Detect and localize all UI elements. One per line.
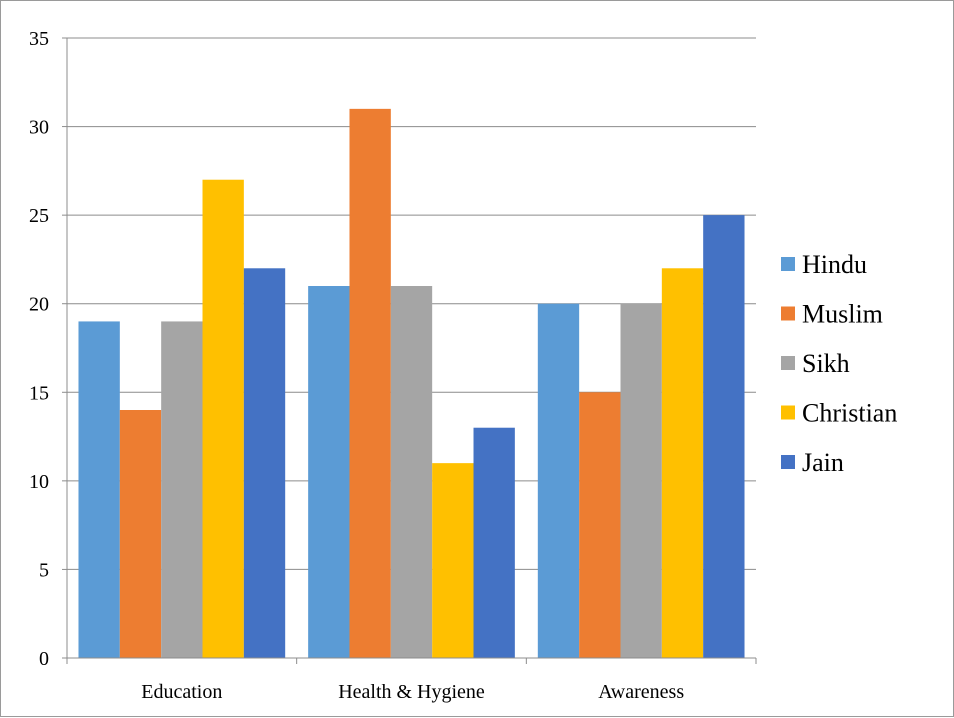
bar-hindu-awareness [537,303,580,658]
x-axis-categories: Education Health & Hygiene Awareness [141,681,684,703]
bar-jain-health-and-hygiene [473,427,515,658]
axes [62,37,757,664]
y-tick-label: 0 [39,648,49,670]
x-category-label: Education [141,681,222,703]
legend-label-sikh: Sikh [802,349,850,378]
legend-swatch-jain [781,455,795,469]
bar-christian-health-and-hygiene [432,463,474,658]
bar-christian-awareness [661,268,704,658]
legend-swatch-muslim [781,306,795,321]
bar-muslim-education [119,410,162,658]
bar-muslim-health-and-hygiene [349,108,391,659]
bars [78,108,745,659]
legend-swatch-hindu [781,257,795,271]
y-axis-ticks: 0 5 10 15 20 25 30 35 [29,28,49,670]
y-tick-label: 20 [29,294,49,316]
y-tick-label: 35 [29,28,49,50]
x-category-label: Awareness [598,681,684,703]
bar-jain-education [243,268,286,658]
bar-sikh-health-and-hygiene [390,286,433,658]
y-tick-label: 30 [29,117,49,139]
y-tick-label: 10 [29,471,49,493]
x-category-label: Health & Hygiene [338,681,485,703]
bar-muslim-awareness [579,392,621,658]
legend-swatch-sikh [781,356,795,370]
legend-label-jain: Jain [802,448,844,477]
legend: Hindu Muslim Sikh Christian Jain [781,250,897,477]
bar-christian-education [202,179,244,658]
y-tick-label: 15 [29,382,49,404]
bar-hindu-health-and-hygiene [308,286,350,658]
bar-sikh-education [161,321,203,658]
legend-swatch-christian [781,405,795,420]
legend-label-muslim: Muslim [802,300,883,329]
y-tick-label: 5 [39,559,49,581]
legend-label-christian: Christian [802,399,897,428]
bar-hindu-education [78,321,120,658]
legend-label-hindu: Hindu [802,250,867,279]
y-tick-label: 25 [29,205,49,227]
bar-sikh-awareness [620,303,662,658]
bar-jain-awareness [703,215,745,658]
